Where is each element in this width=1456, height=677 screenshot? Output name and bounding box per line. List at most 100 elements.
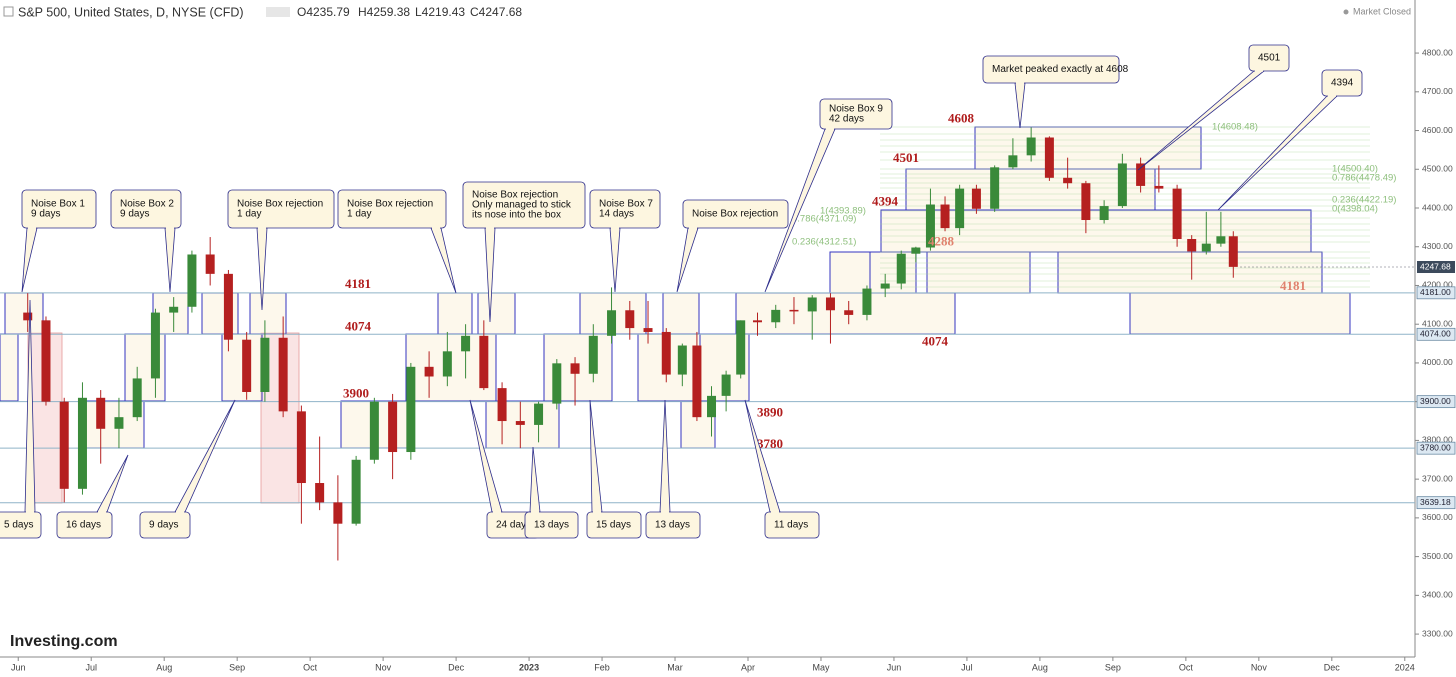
callout-box bbox=[21, 189, 97, 229]
candle-body bbox=[825, 297, 835, 311]
candle-body bbox=[1187, 238, 1197, 252]
candle-body bbox=[807, 297, 817, 312]
callout-text: 13 days bbox=[655, 520, 690, 531]
candle-body bbox=[692, 345, 702, 418]
candle-body bbox=[278, 337, 288, 412]
x-tick-label: Dec bbox=[1324, 662, 1341, 672]
callout-box bbox=[1321, 69, 1363, 97]
price-tag-label: 4181.00 bbox=[1420, 287, 1451, 297]
callout-box bbox=[524, 511, 579, 539]
candle-body bbox=[260, 337, 270, 392]
price-tag-label: 4074.00 bbox=[1420, 329, 1451, 339]
y-tick-label: 3700.00 bbox=[1422, 473, 1453, 483]
callout-text: Noise Box 7 bbox=[599, 199, 653, 210]
fib-label: 0(4398.04) bbox=[1332, 204, 1378, 215]
candle-body bbox=[1044, 137, 1054, 178]
level-label: 4074 bbox=[345, 318, 372, 333]
callout-box bbox=[589, 189, 661, 229]
candle-body bbox=[1026, 137, 1036, 156]
y-tick-label: 4300.00 bbox=[1422, 241, 1453, 251]
price-tag bbox=[1416, 395, 1456, 409]
y-tick-label: 4000.00 bbox=[1422, 357, 1453, 367]
symbol: S&P 500, United States, D, NYSE (CFD) bbox=[18, 5, 244, 19]
candle-body bbox=[844, 310, 854, 315]
ohlc-high: H4259.38 bbox=[358, 5, 410, 19]
candle-body bbox=[990, 167, 1000, 209]
callout-box bbox=[139, 511, 191, 539]
price-tag bbox=[1416, 286, 1456, 300]
x-tick-label: May bbox=[812, 662, 830, 672]
x-tick-label: Aug bbox=[156, 662, 172, 672]
callout-text: 9 days bbox=[31, 209, 60, 220]
noise-box bbox=[905, 168, 1156, 211]
level-label: 4608 bbox=[948, 110, 975, 125]
callout-box bbox=[982, 55, 1120, 84]
price-tag-label: 3639.18 bbox=[1420, 497, 1451, 507]
callout-box bbox=[586, 511, 642, 539]
level-label: 4394 bbox=[872, 193, 899, 208]
x-tick-label: Oct bbox=[1179, 662, 1194, 672]
toolbar-icons[interactable] bbox=[266, 7, 290, 17]
callout-text: Noise Box 2 bbox=[120, 199, 174, 210]
candle-body bbox=[41, 320, 51, 402]
candle-body bbox=[1172, 188, 1182, 239]
collapse-icon[interactable] bbox=[3, 6, 14, 17]
fib-label: 1(4500.40) bbox=[1332, 164, 1378, 175]
last-price-label: 4247.68 bbox=[1420, 261, 1451, 271]
candle-body bbox=[955, 188, 965, 229]
x-tick-label: Sep bbox=[1105, 662, 1121, 672]
level-label: 4074 bbox=[922, 333, 949, 348]
candle-body bbox=[607, 310, 617, 336]
candle-body bbox=[23, 312, 33, 321]
callout-text: 13 days bbox=[534, 520, 569, 531]
noise-box bbox=[1129, 292, 1351, 335]
callout-text: 9 days bbox=[149, 520, 178, 531]
callout-text: 15 days bbox=[596, 520, 631, 531]
candle-body bbox=[96, 397, 106, 429]
candle-body bbox=[588, 335, 598, 374]
callout-text: Market peaked exactly at 4608 bbox=[992, 64, 1129, 75]
candle-body bbox=[707, 395, 717, 418]
candle-body bbox=[150, 312, 160, 379]
price-tag bbox=[1416, 327, 1456, 341]
noise-box bbox=[437, 292, 473, 335]
callout-text: 4501 bbox=[1258, 53, 1281, 64]
callout-box bbox=[645, 511, 701, 539]
candle-body bbox=[771, 309, 781, 323]
x-tick-label: Nov bbox=[375, 662, 392, 672]
candle-body bbox=[187, 254, 197, 307]
candle-body bbox=[1154, 185, 1164, 189]
candle-body bbox=[896, 253, 906, 284]
fib-label: 0.786(4478.49) bbox=[1332, 173, 1396, 184]
noise-box bbox=[249, 292, 287, 335]
y-tick-label: 3400.00 bbox=[1422, 590, 1453, 600]
candle-body bbox=[114, 417, 124, 429]
candle-body bbox=[497, 388, 507, 422]
candle-body bbox=[971, 188, 981, 209]
candle-body bbox=[424, 366, 434, 377]
candle-body bbox=[1099, 206, 1109, 221]
candle-body bbox=[479, 335, 489, 389]
candle-body bbox=[643, 328, 653, 332]
brand-logo: Investing.com bbox=[10, 633, 118, 650]
candle-body bbox=[169, 306, 179, 313]
level-label: 4181 bbox=[1280, 278, 1306, 293]
candle-body bbox=[534, 403, 544, 425]
candle-body bbox=[406, 366, 416, 453]
callout-box bbox=[682, 199, 789, 229]
callout-text: 1 day bbox=[347, 209, 371, 220]
callout-text: 1 day bbox=[237, 209, 261, 220]
candle-body bbox=[223, 273, 233, 340]
callout-box bbox=[764, 511, 820, 539]
level-label: 4181 bbox=[345, 276, 371, 291]
candle-body bbox=[333, 502, 343, 524]
level-label: 4288 bbox=[928, 233, 955, 248]
x-tick-label: Dec bbox=[448, 662, 465, 672]
callout-text: 14 days bbox=[599, 209, 634, 220]
candle-body bbox=[570, 363, 580, 374]
candle-body bbox=[1063, 177, 1073, 184]
candle-body bbox=[736, 320, 746, 375]
fib-label: 1(4608.48) bbox=[1212, 122, 1258, 133]
